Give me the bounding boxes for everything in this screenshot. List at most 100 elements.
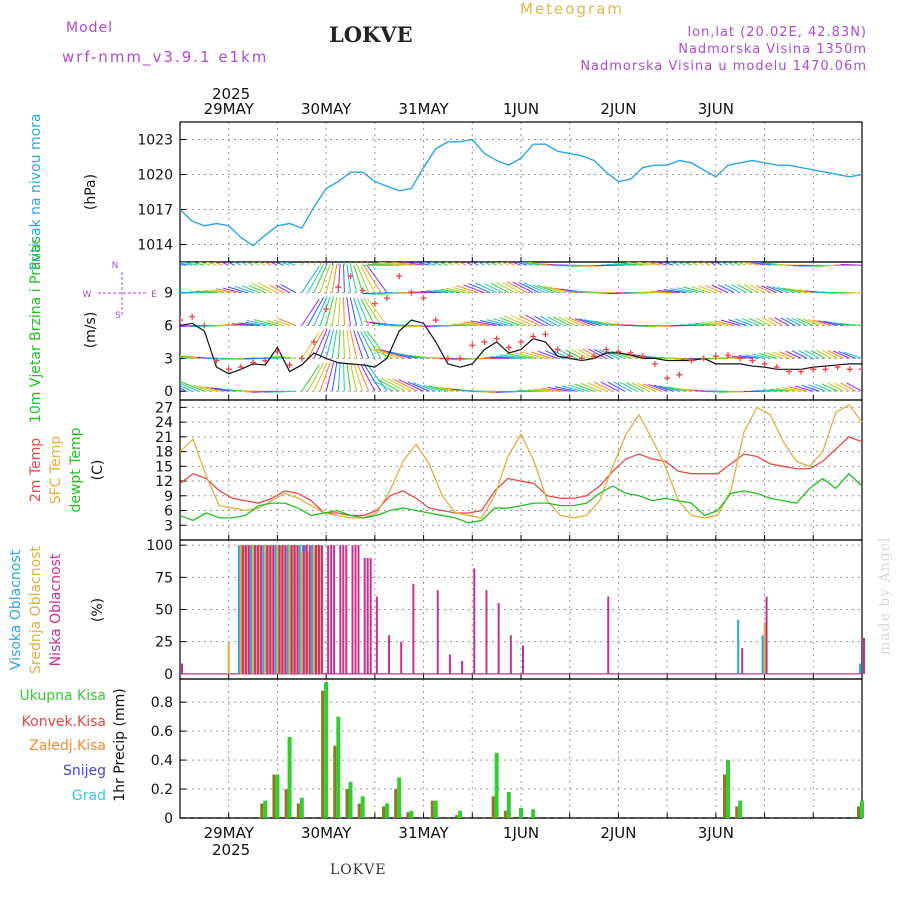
gust-marker (396, 273, 403, 280)
conv-precip-bar (284, 789, 288, 818)
gust-marker (408, 289, 415, 296)
wind-arrow (180, 262, 193, 266)
gust-marker (180, 317, 183, 324)
total-precip-bar (506, 791, 511, 818)
wind-arrow (547, 316, 564, 326)
gust-marker (457, 355, 464, 362)
wind-arrow (840, 323, 862, 327)
cloud-bar (448, 654, 451, 674)
day-label-bottom: 30MAY (301, 824, 352, 842)
wind-arrow (337, 297, 341, 326)
wind-arrow (514, 262, 528, 266)
cloud-bar (262, 545, 265, 674)
wind-arrow (574, 318, 595, 326)
wind-arrow (423, 384, 442, 392)
wind-arrow (225, 323, 248, 327)
wind-arrow (823, 320, 844, 327)
wind-arrow (180, 387, 187, 392)
wind-arrow (748, 317, 765, 326)
gust-marker (664, 375, 671, 382)
wind-arrow (810, 349, 826, 359)
cloud-bar (412, 583, 415, 674)
cloud-bar (330, 545, 333, 674)
total-precip-bar (726, 760, 731, 818)
conv-precip-bar (321, 690, 325, 818)
wind-arrow (714, 320, 735, 327)
total-precip-bar (397, 777, 402, 818)
location-coords: lon,lat (20.02E, 42.83N) (687, 25, 867, 40)
cloud-bar (607, 596, 610, 674)
wind-arrow (337, 329, 341, 359)
wind-arrow (551, 349, 570, 359)
cloud-bar (241, 545, 244, 674)
wind-arrow (275, 284, 290, 294)
wind-arrow (752, 262, 771, 266)
wind-arrow (584, 319, 607, 327)
wind-arrow (279, 262, 290, 266)
wind-arrow (755, 317, 771, 326)
compass-east: E (151, 290, 157, 300)
temp2m-axis-title: 2m Temp (28, 438, 44, 502)
wind-arrow (231, 323, 254, 327)
conv-precip-bar (723, 774, 727, 818)
wind-arrow (605, 350, 625, 359)
wind-arrow (313, 361, 328, 392)
conv-precip-bar (260, 803, 264, 818)
wind-arrow (429, 262, 442, 266)
wind-arrow (653, 262, 668, 266)
wind-arrow (548, 286, 570, 294)
cloud-bar (351, 545, 354, 674)
wind-arrow (670, 288, 692, 294)
cloud-bar (497, 603, 500, 674)
gust-marker (603, 346, 610, 353)
wind-arrow (782, 387, 802, 392)
wind-arrow (307, 296, 325, 326)
wind-arrow (663, 289, 686, 294)
conv-precip-bar (272, 774, 276, 818)
gust-marker (725, 352, 732, 359)
wind-arrow (440, 288, 461, 294)
gust-marker (371, 300, 378, 307)
wind-arrow (412, 382, 436, 392)
wind-arrow (540, 315, 558, 326)
wind-arrow (349, 262, 351, 266)
cloud-bar (298, 545, 301, 674)
wind-arrow (264, 356, 284, 359)
wind-arrow (371, 379, 394, 392)
wind-arrow (360, 298, 376, 326)
gust-marker (578, 355, 585, 362)
wind-arrow (270, 356, 290, 359)
wind-arrow (363, 297, 382, 326)
cloud-bar (305, 545, 308, 674)
y-tick-label: 9 (164, 286, 173, 302)
wind-arrow (812, 319, 832, 327)
cloud-bar (400, 641, 403, 674)
wind-arrow (284, 262, 296, 266)
wind-arrow (714, 262, 723, 266)
wind-arrow (774, 317, 790, 326)
wind-arrow (691, 286, 710, 294)
wind-arrow (475, 282, 497, 294)
cloud-bar (266, 545, 269, 674)
wind-arrow (804, 349, 820, 359)
cloud-bar (300, 551, 303, 674)
wind-arrow (361, 262, 364, 266)
wind-arrow (637, 382, 656, 392)
wind-arrow (356, 363, 370, 392)
gust-marker (542, 331, 549, 338)
wind-arrow (373, 348, 400, 359)
wind-arrow (222, 287, 242, 294)
wind-arrow (731, 262, 741, 266)
wind-arrow (588, 348, 607, 359)
wind-arrow (239, 262, 248, 266)
pressure-unit: (hPa) (83, 174, 99, 210)
wind-arrow (840, 263, 862, 266)
cloud-bar (250, 545, 253, 674)
wind-arrow (355, 262, 358, 266)
wind-arrow (495, 355, 522, 359)
precip-legend-label: Konvek.Kisa (22, 714, 106, 730)
wind-arrow (477, 262, 485, 266)
panel-frame (179, 678, 863, 819)
wind-arrow (356, 298, 370, 326)
y-tick-label: 25 (155, 635, 173, 651)
